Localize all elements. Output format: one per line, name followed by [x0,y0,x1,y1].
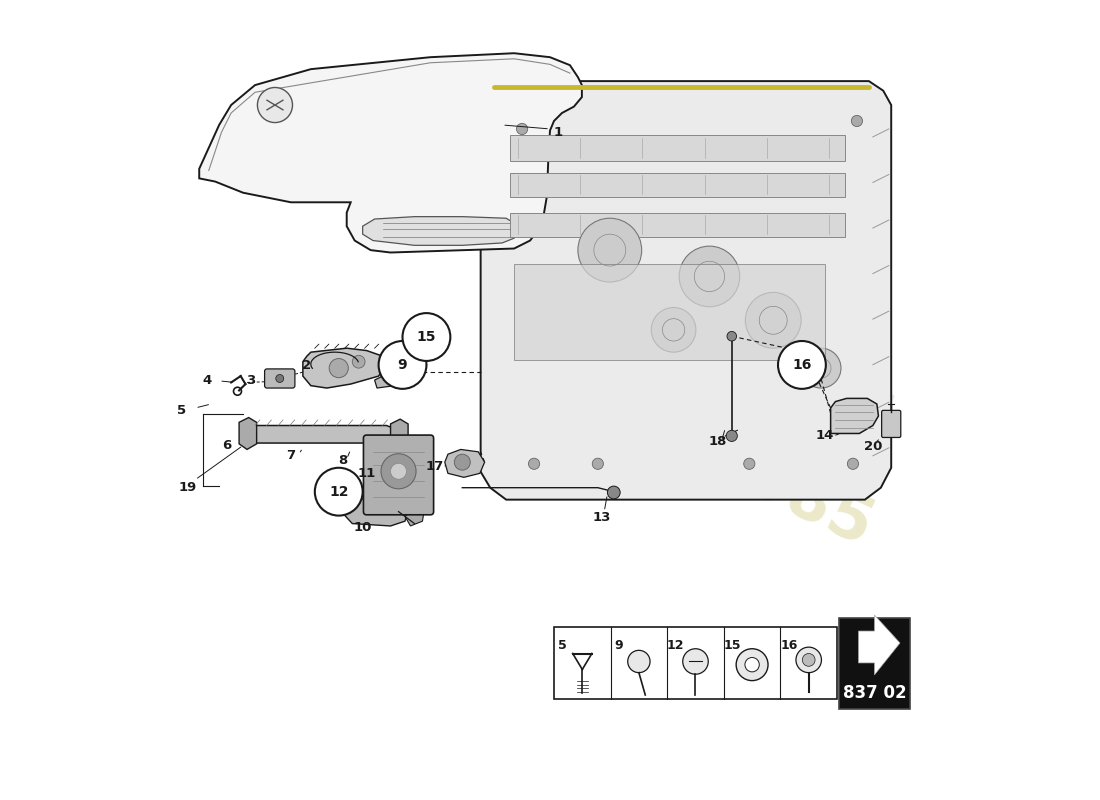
Bar [510,173,845,197]
Circle shape [746,292,801,348]
Bar [554,627,837,699]
Polygon shape [858,615,900,675]
FancyBboxPatch shape [363,435,433,515]
Text: 16: 16 [780,638,798,652]
Text: 18: 18 [708,435,727,448]
Circle shape [592,458,604,470]
Bar [514,265,825,360]
Text: 19: 19 [178,481,197,494]
Text: 5: 5 [558,638,566,652]
Polygon shape [365,462,410,480]
Text: 2: 2 [302,359,311,372]
Text: 7: 7 [286,450,296,462]
Text: 10: 10 [353,521,372,534]
Text: 12: 12 [667,638,684,652]
Circle shape [801,348,842,388]
Circle shape [578,218,641,282]
Circle shape [651,307,696,352]
Circle shape [378,341,427,389]
Circle shape [528,458,540,470]
Circle shape [403,313,450,361]
Text: 1: 1 [553,126,562,138]
Circle shape [744,458,755,470]
Circle shape [315,468,363,515]
Text: 13: 13 [593,511,611,525]
Text: 9: 9 [615,638,624,652]
Polygon shape [302,348,386,388]
Polygon shape [343,498,408,526]
Circle shape [778,341,826,389]
Circle shape [683,649,708,674]
Polygon shape [405,506,424,526]
Circle shape [517,123,528,134]
FancyBboxPatch shape [265,369,295,388]
Text: 837 02: 837 02 [843,684,906,702]
Text: 11: 11 [358,467,376,480]
Circle shape [329,358,349,378]
Circle shape [847,458,858,470]
Polygon shape [239,418,256,450]
Polygon shape [481,81,891,500]
Circle shape [276,374,284,382]
Circle shape [257,87,293,122]
Circle shape [851,115,862,126]
Circle shape [679,246,739,306]
Circle shape [745,658,759,672]
Bar [510,213,845,237]
Circle shape [727,331,737,341]
Polygon shape [375,372,398,388]
Polygon shape [830,398,879,434]
Text: eurospares: eurospares [464,193,908,448]
Bar [510,135,845,161]
Text: 12: 12 [329,485,349,498]
Text: a passion for: a passion for [591,330,781,438]
Circle shape [726,430,737,442]
Circle shape [736,649,768,681]
Text: 20: 20 [864,440,882,453]
Text: 15: 15 [417,330,437,344]
Circle shape [352,355,365,368]
Polygon shape [199,54,582,253]
Circle shape [390,463,407,479]
Circle shape [628,650,650,673]
Text: 8: 8 [338,454,348,467]
Text: 9: 9 [398,358,407,372]
Text: 1985: 1985 [695,430,883,562]
Text: 17: 17 [426,461,443,474]
Text: 14: 14 [816,430,834,442]
Text: 6: 6 [222,439,232,452]
Polygon shape [444,450,485,478]
Circle shape [607,486,620,499]
Circle shape [454,454,471,470]
Text: 5: 5 [177,404,186,417]
Polygon shape [363,217,518,246]
Circle shape [796,647,822,673]
Text: 3: 3 [246,374,255,387]
Bar [838,618,911,710]
Polygon shape [243,426,398,443]
Circle shape [381,454,416,489]
Text: 15: 15 [724,638,741,652]
Text: 4: 4 [202,374,212,387]
FancyBboxPatch shape [881,410,901,438]
Polygon shape [390,419,408,450]
Text: 16: 16 [792,358,812,372]
Circle shape [802,654,815,666]
